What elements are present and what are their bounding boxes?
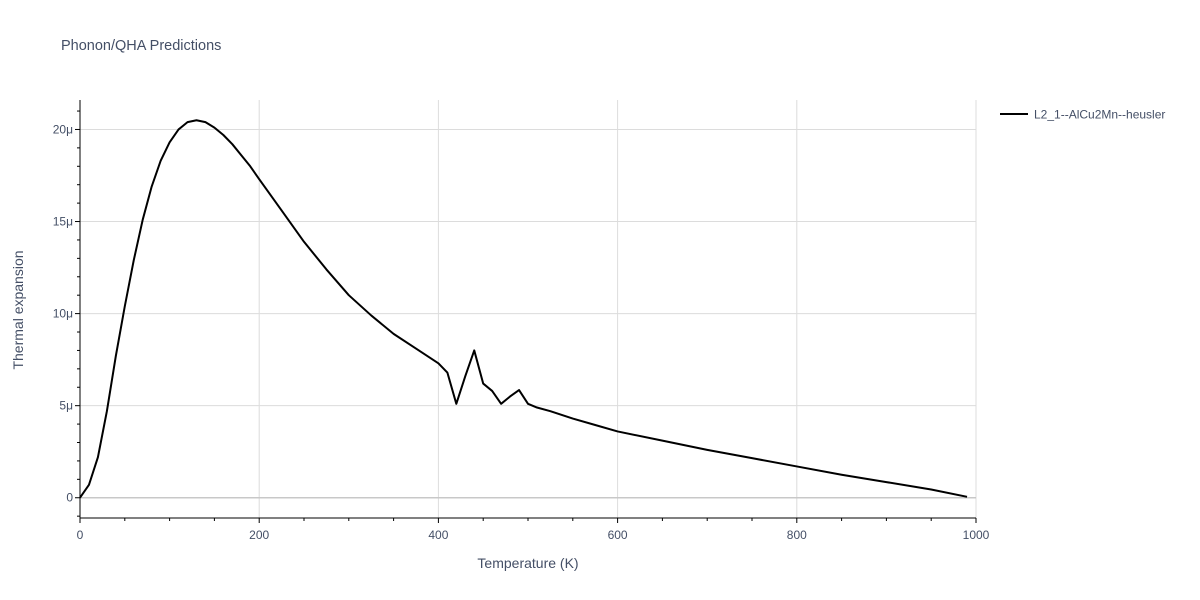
x-tick-label: 400 xyxy=(428,528,448,542)
x-tick-label: 1000 xyxy=(963,528,990,542)
y-axis-title: Thermal expansion xyxy=(10,250,26,369)
y-tick-label: 20μ xyxy=(53,122,73,136)
chart-title: Phonon/QHA Predictions xyxy=(61,38,221,54)
y-tick-label: 5μ xyxy=(59,399,73,413)
y-tick-label: 10μ xyxy=(53,307,73,321)
x-tick-label: 800 xyxy=(787,528,807,542)
axes: 0 200 400 600 800 1000 0 5μ 10μ 15μ 20μ xyxy=(53,100,990,542)
x-tick-label: 0 xyxy=(77,528,84,542)
legend-label: L2_1--AlCu2Mn--heusler xyxy=(1034,108,1165,122)
x-axis-title: Temperature (K) xyxy=(477,555,578,571)
grid xyxy=(80,100,977,518)
x-tick-label: 600 xyxy=(608,528,628,542)
legend[interactable]: L2_1--AlCu2Mn--heusler xyxy=(1000,108,1165,122)
y-tick-label: 15μ xyxy=(53,215,73,229)
x-tick-label: 200 xyxy=(249,528,269,542)
series-layer xyxy=(79,119,968,499)
y-tick-label: 0 xyxy=(66,491,73,505)
series-line xyxy=(79,119,968,499)
